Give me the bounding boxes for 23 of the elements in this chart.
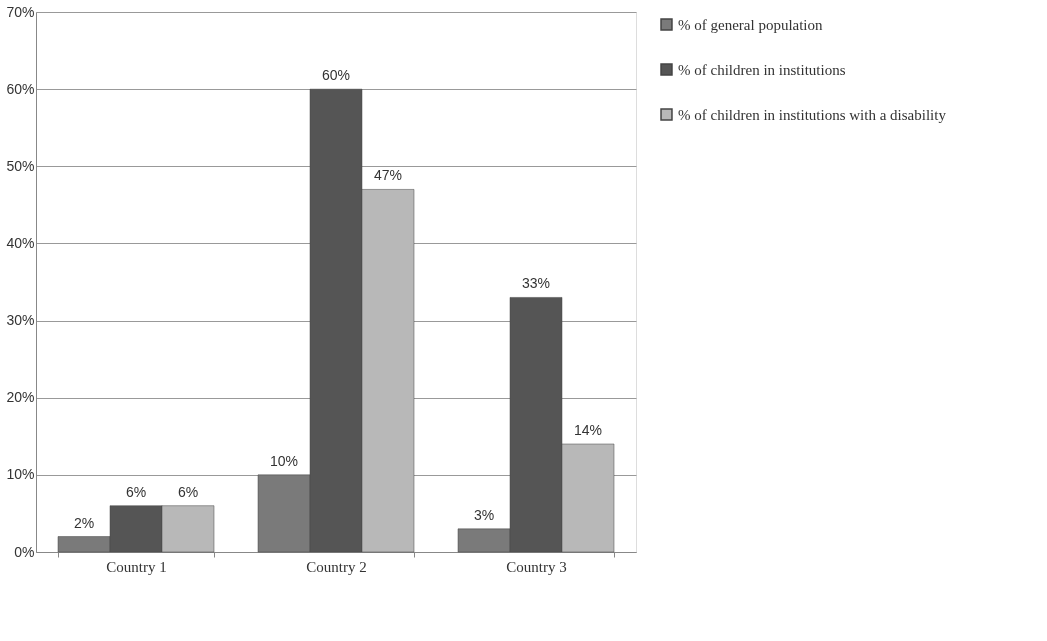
x-tick-label: Country 1 [106, 558, 167, 575]
y-tick-label: 20% [6, 389, 35, 406]
data-label: 2% [73, 514, 95, 531]
legend-label: % of children in institutions with a disability [678, 106, 947, 123]
legend-label: % of general population [678, 16, 824, 33]
data-label: 60% [321, 67, 351, 84]
y-tick-label: 30% [6, 312, 35, 329]
data-label: 3% [473, 506, 495, 523]
y-tick-label: 0% [14, 543, 35, 560]
y-tick-label: 70% [6, 3, 35, 20]
data-label: 47% [373, 167, 403, 184]
data-label: 33% [521, 275, 551, 292]
x-tick-label: Country 3 [506, 558, 567, 575]
legend-label: % of children in institutions [678, 61, 846, 78]
data-label: 6% [177, 483, 199, 500]
y-tick-label: 40% [6, 234, 35, 251]
x-tick-label: Country 2 [306, 558, 367, 575]
data-label: 10% [269, 452, 299, 469]
data-label: 6% [125, 483, 147, 500]
y-tick-label: 10% [6, 466, 35, 483]
y-tick-label: 60% [6, 80, 35, 97]
data-label: 14% [573, 422, 603, 438]
y-tick-label: 50% [6, 157, 35, 174]
